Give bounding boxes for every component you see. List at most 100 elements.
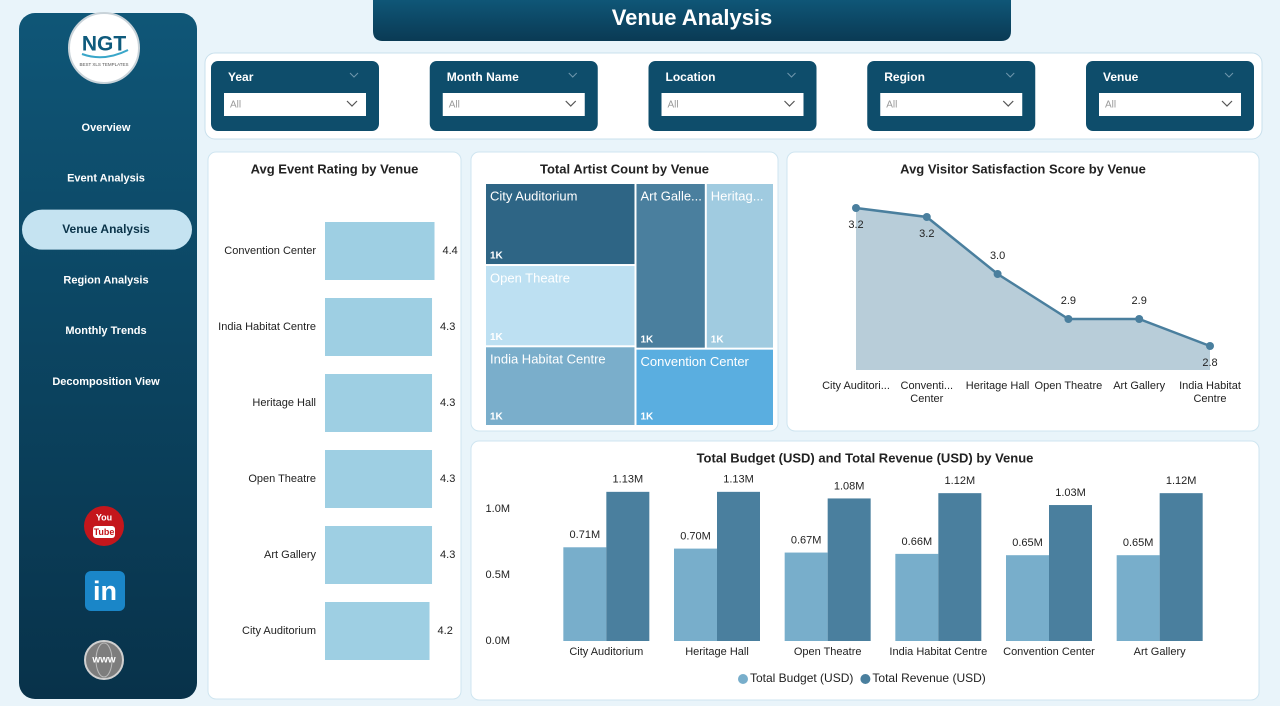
dropdown-chevron [1221, 100, 1233, 107]
bar [1049, 505, 1092, 641]
filter-dropdown[interactable]: All [661, 93, 804, 116]
youtube-tube-box [93, 526, 115, 538]
tile-label: Open Theatre [490, 270, 570, 285]
dropdown-value: All [449, 100, 460, 111]
nav-item[interactable]: Region Analysis [63, 274, 148, 286]
website-text: www [91, 655, 116, 666]
x-tick-label: Conventi... Center [900, 380, 954, 405]
bar [895, 553, 939, 641]
filter-collapse-chevron [787, 72, 796, 78]
linkedin-link[interactable]: in [85, 571, 125, 611]
data-label: 1.08M [834, 480, 865, 492]
filter-dropdown[interactable]: All [442, 93, 585, 116]
treemap-tile [486, 266, 635, 346]
dropdown-chevron [1002, 100, 1014, 107]
treemap-tile [486, 184, 635, 265]
filter-label: Month Name [447, 70, 519, 84]
dropdown-value: All [886, 100, 897, 111]
tile-label: Heritag... [711, 188, 764, 203]
filter-card: Venue All [1086, 61, 1254, 131]
tile-label: India Habitat Centre [490, 352, 606, 367]
bar [606, 491, 650, 641]
nav-item[interactable]: Overview [82, 122, 131, 134]
data-label: 4.3 [440, 321, 455, 333]
legend-item[interactable]: Total Budget (USD) [738, 671, 853, 685]
dropdown-box [661, 93, 804, 116]
linkedin-icon [85, 571, 125, 611]
x-tick-label: City Auditorium [569, 646, 643, 658]
data-label: 4.4 [443, 245, 458, 257]
dropdown-box [1099, 93, 1241, 116]
filter-label: Venue [1103, 70, 1139, 84]
filter-card: Year All [211, 61, 379, 131]
x-tick-label: India Habitat Centre [1179, 380, 1241, 405]
youtube-link[interactable]: You Tube [84, 506, 124, 546]
data-label: 3.0 [990, 250, 1005, 262]
line [855, 206, 1211, 348]
nav-item[interactable]: Event Analysis [67, 173, 145, 185]
legend-item[interactable]: Total Revenue (USD) [860, 671, 986, 685]
filter-dropdown[interactable]: All [880, 93, 1023, 116]
x-tick-label: Art Gallery [1113, 380, 1166, 392]
logo-badge [68, 12, 140, 84]
dropdown-chevron [784, 100, 795, 107]
tile-value-label: 1K [640, 412, 654, 423]
data-label: 0.71M [570, 529, 601, 541]
data-label: 4.3 [440, 473, 455, 485]
header-bar [373, 0, 1011, 41]
y-tick-label: Open Theatre [248, 473, 316, 485]
y-tick-label: India Habitat Centre [218, 321, 316, 333]
y-tick-label: Heritage Hall [252, 397, 316, 409]
treemap-tile [486, 347, 635, 425]
point [922, 213, 931, 221]
website-link[interactable]: www [84, 640, 124, 680]
nav-item[interactable]: Venue Analysis [62, 222, 150, 236]
tile-value-label: 1K [490, 251, 504, 262]
y-tick-label: 0.0M [486, 635, 510, 647]
tile-value-label: 1K [711, 334, 725, 345]
data-label: 1.12M [945, 475, 976, 487]
website-icon [84, 640, 124, 680]
filter-dropdown[interactable]: All [1099, 93, 1241, 116]
legend-label: Total Revenue (USD) [872, 671, 985, 685]
y-tick-label: Art Gallery [264, 549, 316, 561]
globe-lines [95, 642, 113, 678]
page-title: Venue Analysis [612, 5, 773, 30]
bar [325, 526, 433, 584]
data-label: 0.67M [791, 534, 822, 546]
dropdown-chevron [565, 100, 577, 107]
nav-item[interactable]: Monthly Trends [65, 325, 146, 337]
data-label: 2.9 [1132, 295, 1147, 307]
bar [1159, 493, 1203, 641]
bar [325, 602, 430, 660]
bar [1006, 555, 1049, 641]
chart-title: Total Budget (USD) and Total Revenue (US… [697, 450, 1034, 465]
dropdown-box [224, 93, 366, 116]
data-label: 1.13M [613, 474, 644, 486]
filter-collapse-chevron [349, 72, 359, 78]
filter-label: Region [884, 70, 925, 84]
logo-tagline: BEST XLS TEMPLATES [79, 62, 128, 67]
youtube-text: You [96, 512, 112, 522]
legend-label: Total Budget (USD) [750, 671, 853, 685]
legend-swatch [860, 674, 871, 684]
point [1135, 315, 1144, 323]
x-tick-label-box: Open Theatre [1035, 380, 1103, 392]
area-fill [856, 208, 1210, 370]
filter-dropdown[interactable]: All [224, 93, 366, 116]
nav-item[interactable]: Decomposition View [52, 376, 160, 388]
linkedin-text: in [93, 576, 117, 606]
x-tick-label: Open Theatre [794, 646, 862, 658]
x-tick-label-box: City Auditori... [822, 380, 890, 392]
treemap-tile [636, 184, 705, 348]
filter-card: Region All [867, 61, 1036, 131]
logo-text: NGT [82, 33, 127, 56]
x-tick-label: City Auditori... [822, 380, 890, 392]
point [993, 270, 1002, 278]
data-label: 0.65M [1123, 537, 1154, 549]
bar [1116, 555, 1160, 641]
data-label: 3.2 [848, 219, 863, 231]
point [852, 204, 860, 212]
filter-card: Month Name All [429, 61, 598, 131]
dropdown-chevron [346, 100, 358, 107]
